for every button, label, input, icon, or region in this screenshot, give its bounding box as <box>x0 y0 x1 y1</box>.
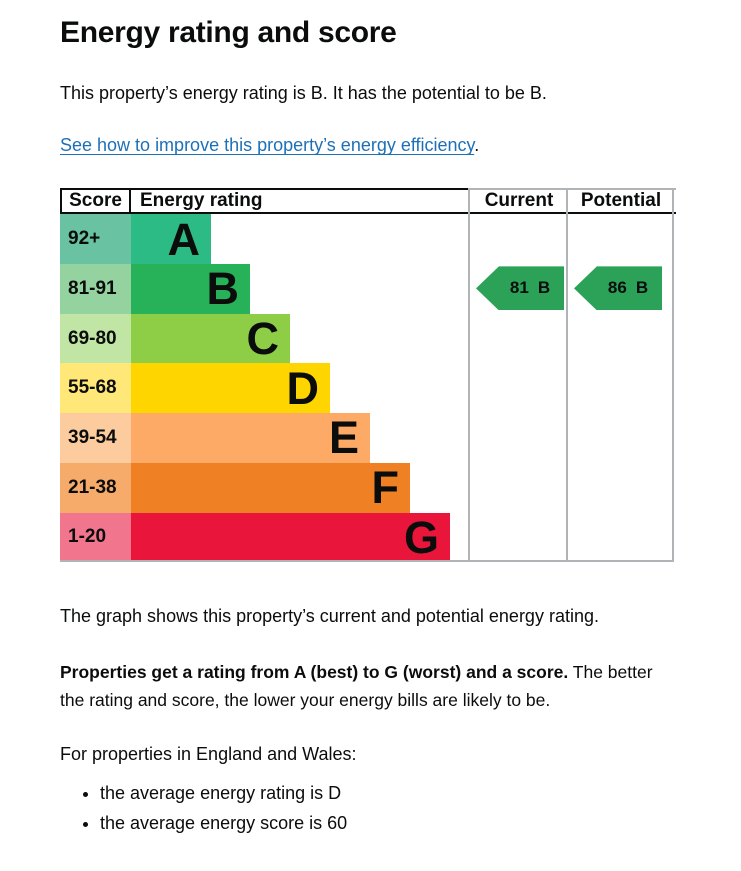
rating-bar-e: E <box>131 413 370 463</box>
explain-paragraph: Properties get a rating from A (best) to… <box>60 659 676 713</box>
header-bottom-border <box>60 212 676 215</box>
rating-bar-g: G <box>131 511 450 563</box>
current-rating-arrow: 81 B <box>476 266 564 311</box>
current-score: 81 <box>509 278 529 298</box>
potential-band: B <box>635 278 649 298</box>
band-rows: 92+ A 81-91 B 69-80 C <box>60 213 470 563</box>
score-range-e: 39-54 <box>60 413 131 463</box>
region-intro: For properties in England and Wales: <box>60 743 357 764</box>
column-header-energy-rating: Energy rating <box>140 190 263 212</box>
explain-bold-text: Properties get a rating from A (best) to… <box>60 662 569 683</box>
graph-caption: The graph shows this property’s current … <box>60 606 599 627</box>
rating-letter-a: A <box>167 213 201 265</box>
list-item-average-score: the average energy score is 60 <box>100 811 676 836</box>
current-band: B <box>537 278 551 298</box>
potential-column-left-border <box>566 188 568 563</box>
header-left-border <box>60 188 62 215</box>
score-range-d: 55-68 <box>60 363 131 414</box>
column-header-current: Current <box>484 190 554 212</box>
band-row-e: 39-54 E <box>60 413 470 463</box>
rating-letter-e: E <box>328 412 359 464</box>
band-row-b: 81-91 B <box>60 264 470 314</box>
score-range-g: 1-20 <box>60 512 131 563</box>
current-column-left-border <box>468 188 470 563</box>
score-range-f: 21-38 <box>60 462 131 513</box>
score-header-divider <box>129 188 131 215</box>
improve-link-line: See how to improve this property’s energ… <box>60 135 676 156</box>
intro-text: This property’s energy rating is B. It h… <box>60 83 547 103</box>
score-range-b: 81-91 <box>60 264 131 314</box>
rating-bar-f: F <box>131 462 410 514</box>
band-row-d: 55-68 D <box>60 362 470 414</box>
rating-letter-f: F <box>371 462 400 514</box>
list-item-average-rating: the average energy rating is D <box>100 781 676 806</box>
improve-efficiency-link[interactable]: See how to improve this property’s energ… <box>60 135 475 156</box>
rating-letter-g: G <box>403 511 439 563</box>
improve-link-period: . <box>474 135 480 156</box>
rating-letter-d: D <box>286 362 320 414</box>
chart-right-border <box>672 188 674 563</box>
rating-bar-d: D <box>131 362 330 414</box>
column-header-potential: Potential <box>580 190 662 212</box>
chart-top-border <box>60 188 470 191</box>
rating-bar-b: B <box>131 264 250 314</box>
column-header-score: Score <box>69 190 122 212</box>
rating-letter-b: B <box>206 263 240 315</box>
band-row-g: 1-20 G <box>60 511 470 563</box>
chart-top-border-right <box>470 188 676 191</box>
average-facts-list: the average energy rating is D the avera… <box>60 781 676 836</box>
energy-rating-chart: Score Energy rating Current Potential 92… <box>60 188 676 563</box>
page-title: Energy rating and score <box>60 16 397 49</box>
rating-bar-a: A <box>131 213 211 265</box>
rating-letter-c: C <box>246 313 280 365</box>
score-range-a: 92+ <box>60 214 131 265</box>
rating-bar-c: C <box>131 313 290 365</box>
explain-rest-text: The better the rating and score, the low… <box>60 662 653 710</box>
score-range-c: 69-80 <box>60 313 131 364</box>
content: Energy rating and score This property’s … <box>0 16 741 836</box>
chart-bottom-border <box>60 560 674 563</box>
band-row-f: 21-38 F <box>60 462 470 514</box>
band-row-c: 69-80 C <box>60 313 470 365</box>
potential-score: 86 <box>607 278 627 298</box>
band-row-a: 92+ A <box>60 213 470 265</box>
potential-rating-arrow: 86 B <box>574 266 662 311</box>
